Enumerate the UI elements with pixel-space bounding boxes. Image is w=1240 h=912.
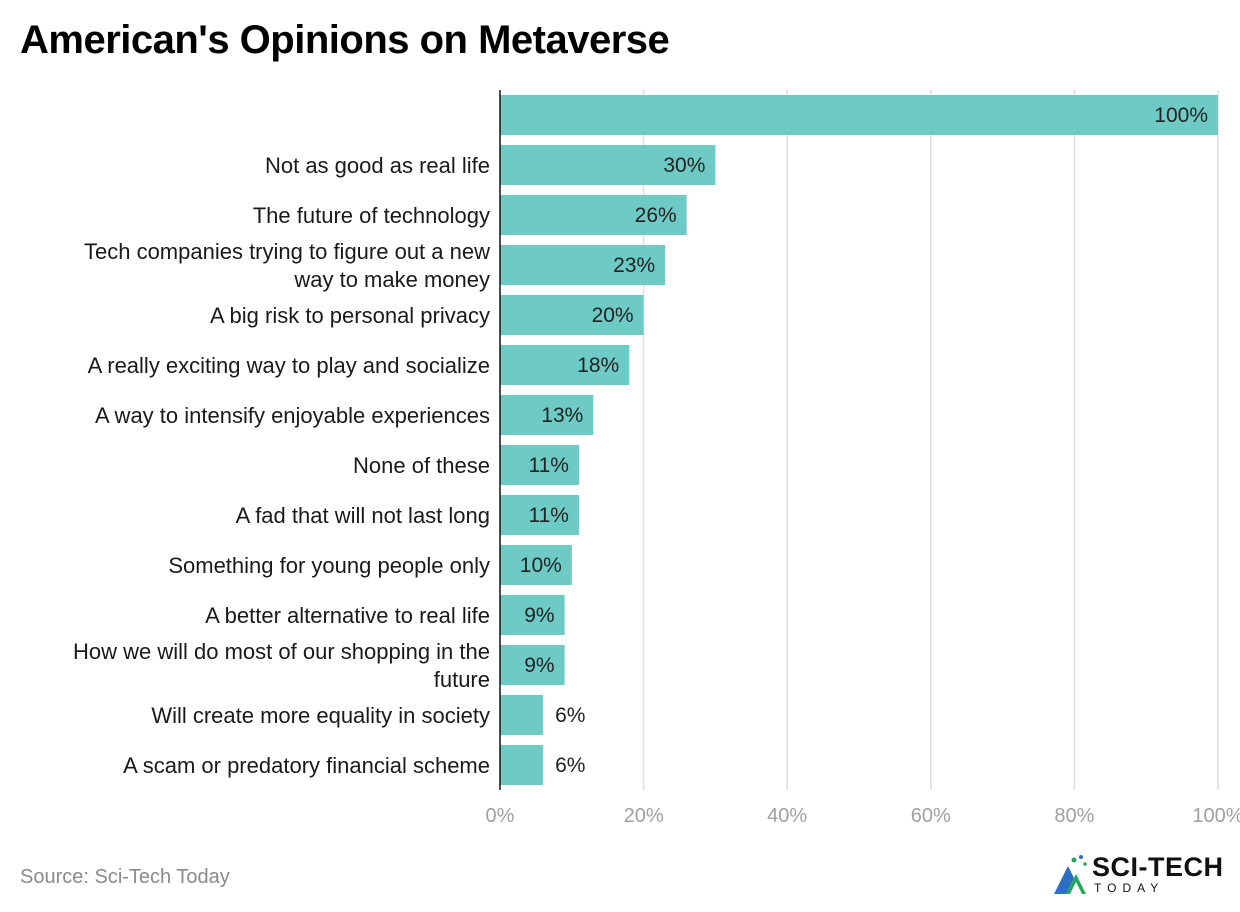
x-axis-tick-labels: 0% 20% 40% 60% 80% 100%	[486, 805, 1240, 827]
value-label-13: 6%	[555, 754, 585, 777]
bar-1	[500, 145, 716, 185]
category-label-9: Something for young people only	[168, 553, 490, 578]
value-label-4: 20%	[592, 304, 634, 327]
category-label-12: Will create more equality in society	[151, 703, 490, 728]
value-label-9: 10%	[520, 554, 562, 577]
bar-4	[500, 295, 644, 335]
category-label-2: The future of technology	[253, 203, 490, 228]
bar-11	[500, 645, 565, 685]
sci-tech-logo-icon	[1054, 855, 1087, 894]
value-label-5: 18%	[577, 354, 619, 377]
value-label-0: 100%	[1154, 104, 1208, 127]
value-label-7: 11%	[528, 454, 568, 477]
bar-9	[500, 545, 572, 585]
bar-5	[500, 345, 630, 385]
bar-8	[500, 495, 579, 535]
x-tick-label-40: 40%	[767, 805, 807, 827]
bar-6	[500, 395, 594, 435]
value-labels: 100% 30% 26% 23% 20% 18% 13% 11% 11% 10% 9% 9% 6% 6%	[520, 104, 1208, 777]
bar-10	[500, 595, 565, 635]
value-label-10: 9%	[524, 604, 554, 627]
value-label-2: 26%	[635, 204, 677, 227]
category-label-5: A really exciting way to play and social…	[88, 353, 490, 378]
bar-0	[500, 95, 1218, 135]
source-note: Source: Sci-Tech Today	[20, 866, 230, 888]
x-tick-label-0: 0%	[486, 805, 515, 827]
chart-title: American's Opinions on Metaverse	[20, 18, 670, 62]
category-label-7: None of these	[353, 453, 490, 478]
x-tick-label-60: 60%	[911, 805, 951, 827]
x-tick-label-100: 100%	[1192, 805, 1240, 827]
value-label-1: 30%	[663, 154, 705, 177]
category-label-4: A big risk to personal privacy	[210, 303, 490, 328]
gridlines	[642, 90, 1219, 790]
bars	[500, 95, 1218, 785]
value-label-3: 23%	[613, 254, 655, 277]
x-tick-label-80: 80%	[1054, 805, 1094, 827]
category-labels: Not as good as real life The future of te…	[73, 153, 490, 778]
category-label-6: A way to intensify enjoyable experiences	[95, 403, 490, 428]
x-tick-label-20: 20%	[624, 805, 664, 827]
bar-13	[500, 745, 544, 785]
logo-subtext: TODAY	[1094, 881, 1165, 895]
category-label-10: A better alternative to real life	[205, 603, 490, 628]
logo-wordmark: SCI-TECH	[1092, 852, 1224, 882]
category-label-11: How we will do most of our shopping in t…	[73, 639, 490, 692]
value-label-12: 6%	[555, 704, 585, 727]
category-label-8: A fad that will not last long	[236, 503, 490, 528]
value-label-11: 9%	[524, 654, 554, 677]
bar-3	[500, 245, 666, 285]
value-label-8: 11%	[528, 504, 568, 527]
category-label-3: Tech companies trying to figure out a ne…	[84, 239, 490, 292]
bar-12	[500, 695, 544, 735]
bar-2	[500, 195, 687, 235]
category-label-13: A scam or predatory financial scheme	[123, 753, 490, 778]
bar-7	[500, 445, 579, 485]
category-label-1: Not as good as real life	[265, 153, 490, 178]
value-label-6: 13%	[541, 404, 583, 427]
